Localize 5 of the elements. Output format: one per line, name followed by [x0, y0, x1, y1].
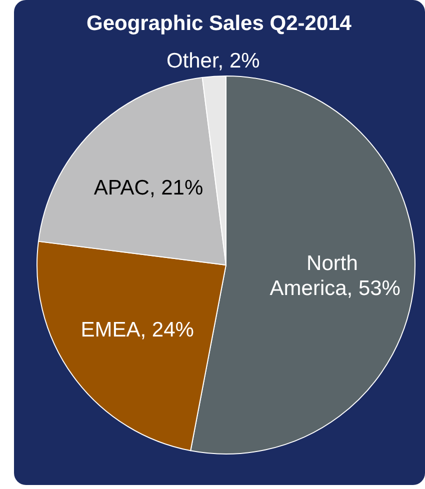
chart-title: Geographic Sales Q2-2014 [86, 12, 352, 35]
slice-label: North America, 53% [270, 251, 400, 300]
slice-label: APAC, 21% [94, 176, 204, 199]
slice-label: EMEA, 24% [80, 318, 194, 341]
slice-label: Other, 2% [166, 48, 260, 72]
